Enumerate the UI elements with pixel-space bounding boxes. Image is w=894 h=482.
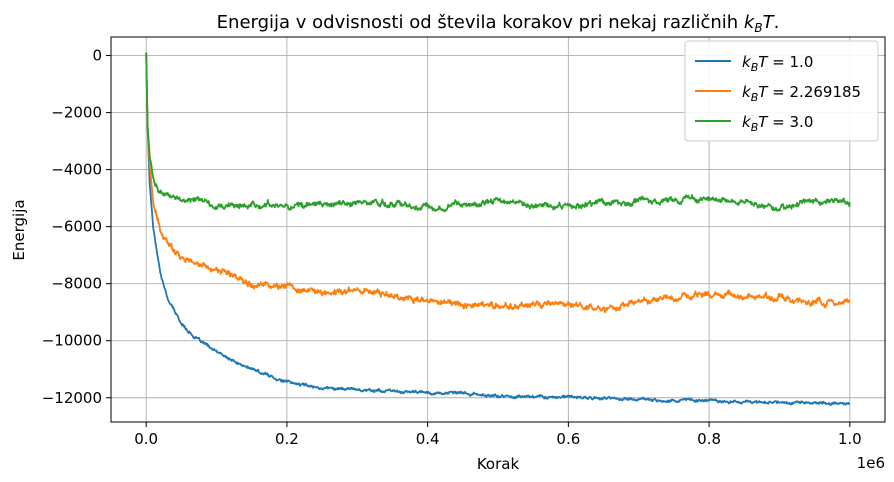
x-tick-label: 1.0 xyxy=(838,430,862,448)
y-tick-label: −8000 xyxy=(51,275,102,293)
y-tick-label: −12000 xyxy=(42,389,102,407)
plot-frame xyxy=(110,36,886,423)
chart-title: Energija v odvisnosti od števila korakov… xyxy=(217,12,780,35)
series-line-3 xyxy=(145,52,851,213)
y-tick-label: −4000 xyxy=(51,161,102,179)
series-line-2 xyxy=(145,52,851,314)
legend-label-1: kBT = 1.0 xyxy=(742,53,813,74)
x-tick-label: 0.8 xyxy=(697,430,721,448)
x-tick-label: 0.2 xyxy=(275,430,299,448)
x-axis-offset-label: 1e6 xyxy=(857,454,885,472)
y-tick-label: −6000 xyxy=(51,218,102,236)
y-tick-label: −10000 xyxy=(42,332,102,350)
x-tick-label: 0.0 xyxy=(134,430,158,448)
y-tick-label: −2000 xyxy=(51,104,102,122)
ticks: 0.0 0.2 0.4 0.6 0.8 1.0 0 −2000 −4000 −6000 −8000 −… xyxy=(42,47,862,448)
x-axis-label: Korak xyxy=(477,455,520,473)
series-lines xyxy=(145,52,851,406)
x-tick-label: 0.6 xyxy=(556,430,580,448)
y-axis-label: Energija xyxy=(10,199,28,260)
y-tick-label: 0 xyxy=(92,47,102,65)
series-line-1 xyxy=(145,52,851,406)
legend-box xyxy=(684,40,879,142)
legend: kBT = 1.0 kBT = 2.269185 kBT = 3.0 xyxy=(684,40,879,142)
legend-label-2: kBT = 2.269185 xyxy=(742,83,861,104)
legend-label-3: kBT = 3.0 xyxy=(742,113,813,134)
chart-title-prefix: Energija v odvisnosti od števila korakov… xyxy=(217,12,744,33)
x-tick-label: 0.4 xyxy=(416,430,440,448)
